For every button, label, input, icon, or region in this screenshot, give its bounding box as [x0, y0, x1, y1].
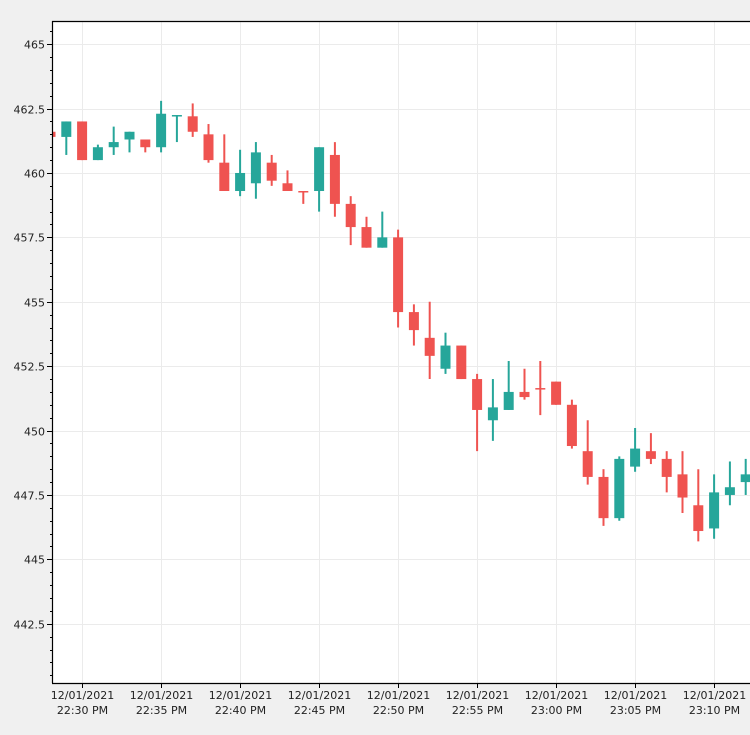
y-tick-label: 452.5 [14, 361, 46, 374]
x-tick-date-label: 12/01/2021 [130, 689, 193, 702]
y-tick-label: 455 [24, 297, 45, 310]
x-tick-time-label: 22:55 PM [452, 704, 503, 717]
y-tick-label: 450 [24, 426, 45, 439]
x-tick-date-label: 12/01/2021 [525, 689, 588, 702]
x-tick-time-label: 22:45 PM [294, 704, 345, 717]
x-tick-time-label: 22:30 PM [57, 704, 108, 717]
y-axis-ticks: 465 462.5 460 457.5 455 452.5 450 447.5 445 442.5 [14, 32, 53, 676]
x-tick-date-label: 12/01/2021 [209, 689, 272, 702]
x-tick-date-label: 12/01/2021 [51, 689, 114, 702]
x-tick-date-label: 12/01/2021 [683, 689, 746, 702]
y-tick-label: 445 [24, 554, 45, 567]
y-tick-label: 442.5 [14, 619, 46, 632]
x-tick-date-label: 12/01/2021 [446, 689, 509, 702]
candle-up [614, 456, 624, 520]
x-tick-date-label: 12/01/2021 [288, 689, 351, 702]
x-tick-time-label: 23:05 PM [610, 704, 661, 717]
x-tick-time-label: 22:50 PM [373, 704, 424, 717]
x-tick-time-label: 23:00 PM [531, 704, 582, 717]
candle-down [551, 382, 561, 405]
x-tick-date-label: 12/01/2021 [604, 689, 667, 702]
candle-down [77, 121, 87, 160]
x-axis-ticks: 12/01/2021 22:30 PM 12/01/2021 22:35 PM 12/0… [51, 683, 746, 717]
y-tick-label: 462.5 [14, 104, 46, 117]
y-tick-label: 457.5 [14, 232, 46, 245]
y-tick-label: 460 [24, 168, 45, 181]
x-tick-time-label: 23:10 PM [689, 704, 740, 717]
y-tick-label: 465 [24, 39, 45, 52]
x-tick-date-label: 12/01/2021 [367, 689, 430, 702]
candle-down [456, 346, 466, 379]
candle-down [567, 400, 577, 449]
y-tick-label: 447.5 [14, 490, 46, 503]
x-tick-time-label: 22:40 PM [215, 704, 266, 717]
candle-down [599, 469, 609, 526]
x-tick-time-label: 22:35 PM [136, 704, 187, 717]
